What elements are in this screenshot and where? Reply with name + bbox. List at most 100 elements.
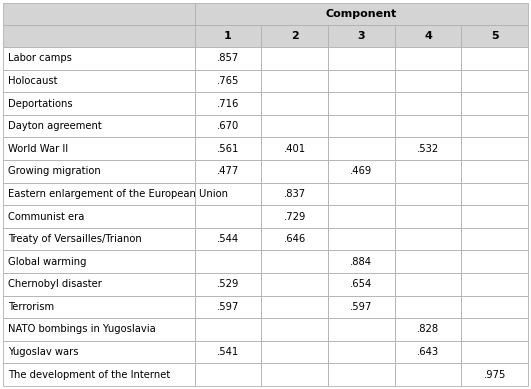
Text: 4: 4: [424, 31, 432, 41]
Bar: [328, 115, 395, 137]
Text: NATO bombings in Yugoslavia: NATO bombings in Yugoslavia: [8, 324, 156, 335]
Bar: [395, 273, 461, 296]
Text: .529: .529: [217, 279, 239, 289]
Text: Holocaust: Holocaust: [8, 76, 57, 86]
Bar: [461, 251, 528, 273]
Bar: [261, 341, 328, 363]
Text: .597: .597: [217, 302, 239, 312]
Bar: [195, 318, 261, 341]
Text: .643: .643: [417, 347, 439, 357]
Text: .541: .541: [217, 347, 239, 357]
Text: 2: 2: [291, 31, 298, 41]
Bar: [261, 182, 328, 205]
Bar: [195, 3, 528, 25]
Text: .729: .729: [284, 212, 306, 221]
Text: 3: 3: [357, 31, 365, 41]
Text: Labor camps: Labor camps: [8, 53, 72, 63]
Bar: [195, 92, 261, 115]
Bar: [328, 205, 395, 228]
Bar: [328, 92, 395, 115]
Bar: [395, 296, 461, 318]
Bar: [395, 115, 461, 137]
Bar: [261, 160, 328, 182]
Text: .975: .975: [483, 370, 506, 380]
Bar: [328, 251, 395, 273]
Bar: [3, 70, 195, 92]
Bar: [461, 296, 528, 318]
Bar: [261, 363, 328, 386]
Bar: [395, 137, 461, 160]
Bar: [195, 47, 261, 70]
Text: Component: Component: [326, 9, 397, 19]
Bar: [261, 25, 328, 47]
Text: Eastern enlargement of the European Union: Eastern enlargement of the European Unio…: [8, 189, 228, 199]
Bar: [195, 160, 261, 182]
Bar: [3, 160, 195, 182]
Bar: [3, 228, 195, 251]
Bar: [395, 182, 461, 205]
Bar: [395, 25, 461, 47]
Bar: [261, 92, 328, 115]
Text: 5: 5: [491, 31, 499, 41]
Bar: [461, 160, 528, 182]
Text: .837: .837: [284, 189, 306, 199]
Bar: [328, 137, 395, 160]
Bar: [395, 341, 461, 363]
Text: .884: .884: [350, 257, 372, 267]
Text: .597: .597: [350, 302, 373, 312]
Text: The development of the Internet: The development of the Internet: [8, 370, 170, 380]
Text: Chernobyl disaster: Chernobyl disaster: [8, 279, 102, 289]
Bar: [328, 273, 395, 296]
Bar: [3, 3, 195, 25]
Text: Yugoslav wars: Yugoslav wars: [8, 347, 79, 357]
Bar: [395, 318, 461, 341]
Bar: [3, 251, 195, 273]
Bar: [328, 25, 395, 47]
Text: 1: 1: [224, 31, 232, 41]
Bar: [328, 296, 395, 318]
Bar: [3, 92, 195, 115]
Text: Terrorism: Terrorism: [8, 302, 54, 312]
Text: .716: .716: [217, 98, 239, 109]
Bar: [261, 251, 328, 273]
Bar: [195, 70, 261, 92]
Bar: [461, 25, 528, 47]
Bar: [395, 363, 461, 386]
Bar: [328, 182, 395, 205]
Bar: [261, 228, 328, 251]
Bar: [461, 341, 528, 363]
Bar: [328, 228, 395, 251]
Bar: [3, 115, 195, 137]
Text: .544: .544: [217, 234, 239, 244]
Bar: [195, 341, 261, 363]
Bar: [261, 115, 328, 137]
Bar: [261, 137, 328, 160]
Text: World War II: World War II: [8, 144, 68, 154]
Bar: [461, 70, 528, 92]
Bar: [395, 160, 461, 182]
Text: .532: .532: [417, 144, 439, 154]
Text: Treaty of Versailles/Trianon: Treaty of Versailles/Trianon: [8, 234, 142, 244]
Bar: [461, 273, 528, 296]
Text: .654: .654: [350, 279, 372, 289]
Bar: [261, 296, 328, 318]
Text: Dayton agreement: Dayton agreement: [8, 121, 102, 131]
Bar: [261, 205, 328, 228]
Bar: [261, 273, 328, 296]
Bar: [195, 115, 261, 137]
Bar: [195, 137, 261, 160]
Bar: [3, 137, 195, 160]
Bar: [261, 318, 328, 341]
Text: .670: .670: [217, 121, 239, 131]
Bar: [3, 273, 195, 296]
Bar: [395, 47, 461, 70]
Text: .828: .828: [417, 324, 439, 335]
Bar: [461, 318, 528, 341]
Text: .401: .401: [284, 144, 306, 154]
Bar: [395, 92, 461, 115]
Bar: [3, 296, 195, 318]
Bar: [261, 70, 328, 92]
Bar: [195, 363, 261, 386]
Bar: [3, 363, 195, 386]
Bar: [395, 251, 461, 273]
